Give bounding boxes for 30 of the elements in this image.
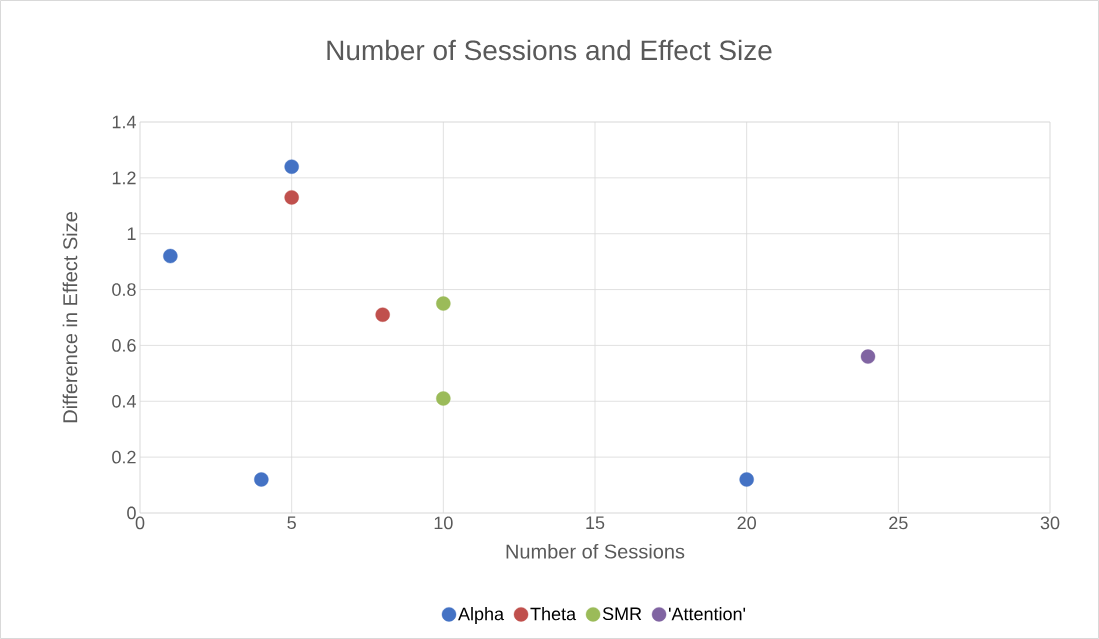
y-tick-label: 0 xyxy=(127,506,136,520)
chart-title: Number of Sessions and Effect Size xyxy=(327,39,772,61)
y-axis-title: Difference in Effect Size xyxy=(62,212,78,423)
legend-label: 'Attention' xyxy=(668,607,746,621)
y-tick-label: 0.8 xyxy=(112,283,136,296)
x-tick-label: 10 xyxy=(434,516,453,530)
legend-label: Alpha xyxy=(458,607,505,624)
y-tick-label: 0.6 xyxy=(112,339,136,352)
point xyxy=(739,472,754,487)
y-tick-label: 0.4 xyxy=(112,394,136,408)
legend-label: SMR xyxy=(602,607,642,621)
legend-label: Theta xyxy=(530,607,577,621)
point xyxy=(284,190,299,205)
point xyxy=(254,472,269,487)
x-tick-label: 30 xyxy=(1040,516,1060,530)
point xyxy=(375,307,390,322)
y-tick-label: 0.2 xyxy=(112,450,136,464)
x-tick-label: 25 xyxy=(889,516,908,530)
x-tick-label: 5 xyxy=(287,516,296,530)
point xyxy=(436,296,451,311)
point xyxy=(284,159,299,174)
x-tick-label: 20 xyxy=(737,516,756,530)
point xyxy=(436,391,451,406)
y-tick-label: 1.2 xyxy=(112,171,136,185)
y-tick-label: 1 xyxy=(127,227,136,240)
point xyxy=(163,248,178,264)
y-tick-label: 1.4 xyxy=(112,115,136,129)
x-tick-label: 15 xyxy=(586,516,605,530)
point xyxy=(860,349,876,364)
x-axis-title: Number of Sessions xyxy=(506,543,685,559)
